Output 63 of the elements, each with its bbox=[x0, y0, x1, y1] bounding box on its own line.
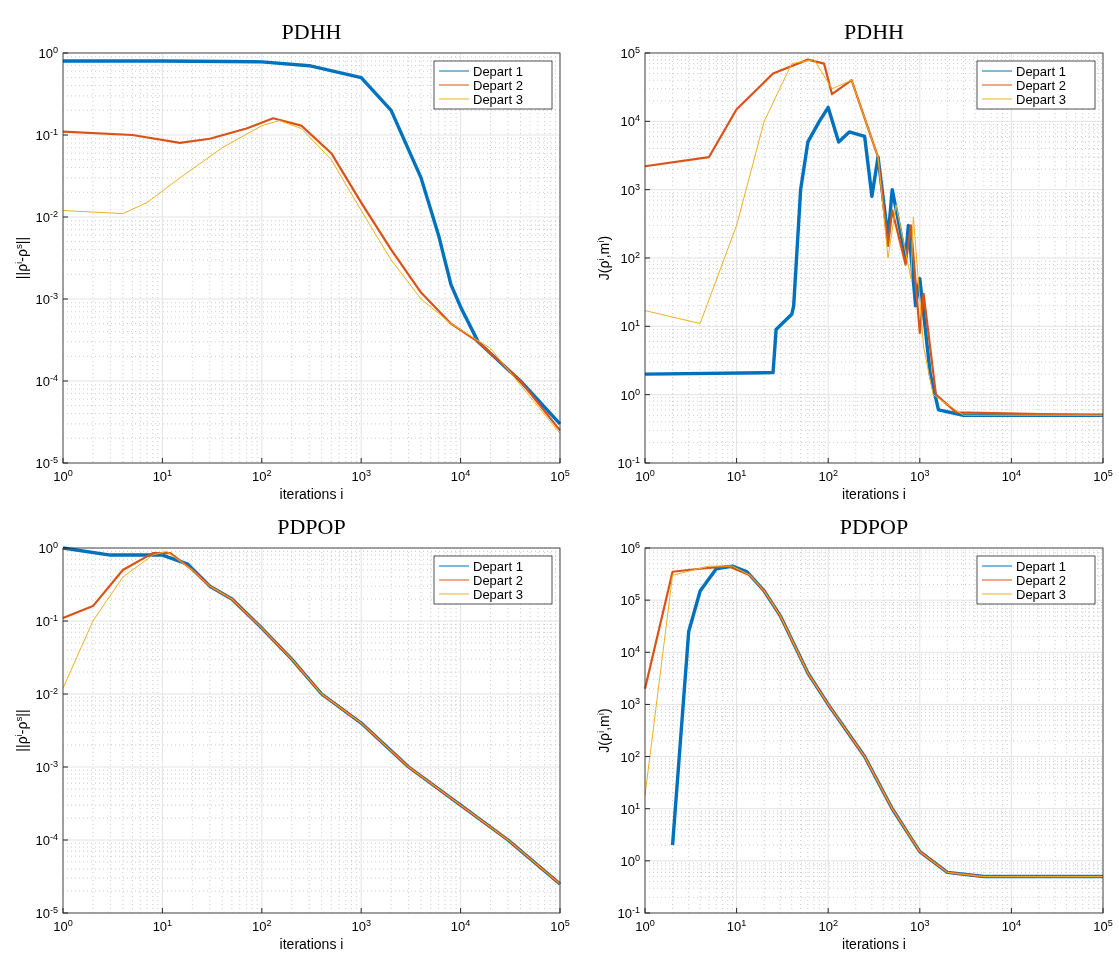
y-tick-label: 10$^{-2}$ bbox=[35, 209, 58, 225]
x-tick-label: 10$^{4}$ bbox=[1001, 918, 1022, 934]
y-tick-label: 10$^{-1}$ bbox=[35, 613, 58, 629]
chart-title: PDPOP bbox=[839, 514, 909, 539]
y-tick-label: 10$^{-1}$ bbox=[35, 127, 58, 143]
y-tick-label: 10$^{-2}$ bbox=[35, 686, 58, 702]
x-tick-label: 10$^{5}$ bbox=[1093, 918, 1113, 934]
chart-title: PDHH bbox=[844, 19, 905, 44]
y-tick-label: 10$^{0}$ bbox=[38, 540, 58, 556]
x-tick-label: 10$^{3}$ bbox=[351, 918, 371, 934]
x-axis-title: iterations i bbox=[279, 486, 344, 502]
x-axis-title: iterations i bbox=[842, 936, 906, 952]
y-tick-label: 10$^{0}$ bbox=[38, 45, 58, 61]
legend-label: Depart 1 bbox=[473, 63, 523, 79]
x-tick-label: 10$^{3}$ bbox=[351, 468, 371, 484]
y-tick-label: 10$^{3}$ bbox=[620, 181, 640, 198]
x-tick-label: 10$^{2}$ bbox=[252, 468, 272, 484]
x-axis-title: iterations i bbox=[279, 936, 344, 952]
x-tick-label: 10$^{0}$ bbox=[635, 468, 655, 484]
x-tick-label: 10$^{2}$ bbox=[252, 918, 272, 934]
x-tick-label: 10$^{0}$ bbox=[53, 918, 73, 934]
y-tick-label: 10$^{0}$ bbox=[620, 386, 640, 403]
y-tick-label: 10$^{0}$ bbox=[620, 852, 640, 869]
x-tick-label: 10$^{1}$ bbox=[152, 918, 173, 934]
legend-label: Depart 1 bbox=[1016, 63, 1066, 79]
x-tick-label: 10$^{5}$ bbox=[550, 468, 570, 484]
x-tick-label: 10$^{1}$ bbox=[152, 468, 173, 484]
y-tick-label: 10$^{-1}$ bbox=[617, 905, 640, 921]
x-tick-label: 10$^{3}$ bbox=[910, 468, 930, 484]
y-tick-label: 10$^{-5}$ bbox=[35, 455, 58, 471]
y-tick-label: 10$^{5}$ bbox=[620, 592, 640, 609]
chart-title: PDPOP bbox=[277, 514, 346, 539]
legend-label: Depart 1 bbox=[1016, 558, 1066, 574]
x-tick-label: 10$^{4}$ bbox=[450, 468, 471, 484]
x-tick-label: 10$^{2}$ bbox=[818, 468, 838, 484]
x-tick-label: 10$^{2}$ bbox=[818, 918, 838, 934]
x-tick-label: 10$^{5}$ bbox=[1093, 468, 1113, 484]
y-tick-label: 10$^{6}$ bbox=[620, 540, 640, 556]
x-tick-label: 10$^{4}$ bbox=[450, 918, 471, 934]
y-tick-label: 10$^{4}$ bbox=[620, 113, 640, 130]
y-tick-label: 10$^{-4}$ bbox=[35, 373, 58, 389]
y-tick-label: 10$^{5}$ bbox=[620, 45, 640, 61]
y-tick-label: 10$^{1}$ bbox=[620, 800, 640, 817]
x-axis-title: iterations i bbox=[842, 486, 906, 502]
x-tick-label: 10$^{1}$ bbox=[726, 918, 747, 934]
y-tick-label: 10$^{-3}$ bbox=[35, 291, 58, 307]
chart-title: PDHH bbox=[281, 19, 342, 44]
x-tick-label: 10$^{5}$ bbox=[550, 918, 570, 934]
y-tick-label: 10$^{4}$ bbox=[620, 644, 640, 661]
x-tick-label: 10$^{4}$ bbox=[1001, 468, 1022, 484]
x-tick-label: 10$^{3}$ bbox=[910, 918, 930, 934]
y-tick-label: 10$^{-4}$ bbox=[35, 832, 58, 848]
y-tick-label: 10$^{2}$ bbox=[620, 250, 640, 266]
x-tick-label: 10$^{0}$ bbox=[53, 468, 73, 484]
legend-label: Depart 1 bbox=[473, 558, 523, 574]
y-tick-label: 10$^{-3}$ bbox=[35, 759, 58, 775]
y-tick-label: 10$^{1}$ bbox=[620, 318, 640, 335]
x-tick-label: 10$^{1}$ bbox=[726, 468, 747, 484]
y-tick-label: 10$^{-5}$ bbox=[35, 905, 58, 921]
y-tick-label: 10$^{-1}$ bbox=[617, 455, 640, 471]
y-tick-label: 10$^{2}$ bbox=[620, 748, 640, 765]
x-tick-label: 10$^{0}$ bbox=[635, 918, 655, 934]
y-tick-label: 10$^{3}$ bbox=[620, 696, 640, 713]
